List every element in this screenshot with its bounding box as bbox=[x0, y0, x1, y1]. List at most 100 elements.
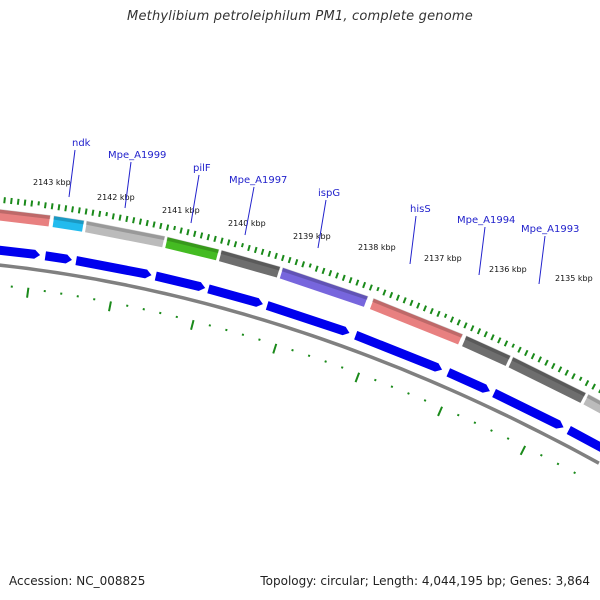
segment-ispg-shade bbox=[281, 267, 369, 300]
outer-tick bbox=[564, 369, 569, 376]
inner-tick bbox=[225, 328, 228, 332]
inner-tick bbox=[258, 338, 261, 341]
outer-tick bbox=[362, 281, 367, 289]
outer-tick bbox=[584, 380, 590, 387]
cds-arrow bbox=[445, 366, 492, 394]
kbp-tick-label: 2139 kbp bbox=[293, 232, 331, 241]
map-title: Methylibium petroleiphilum PM1, complete… bbox=[127, 9, 473, 24]
outer-tick bbox=[436, 310, 441, 318]
inner-tick-ring bbox=[10, 285, 576, 475]
outer-tick bbox=[544, 359, 549, 366]
outer-tick bbox=[145, 219, 149, 227]
outer-tick bbox=[71, 206, 74, 213]
outer-tick bbox=[395, 294, 400, 301]
segment-hiss bbox=[368, 297, 464, 346]
inner-tick bbox=[456, 413, 460, 417]
outer-tick bbox=[449, 316, 455, 323]
segment-1-shade bbox=[0, 209, 51, 220]
outer-tick bbox=[152, 221, 156, 228]
outer-tick bbox=[571, 373, 576, 380]
inner-tick bbox=[26, 287, 30, 298]
feature-segment-track bbox=[0, 208, 600, 415]
gene-leader-line bbox=[317, 199, 327, 249]
outer-tick bbox=[173, 225, 177, 231]
inner-tick bbox=[272, 343, 278, 354]
gene-leader-line bbox=[409, 215, 417, 265]
outer-tick bbox=[118, 214, 122, 221]
cds-arrow-track bbox=[0, 244, 600, 454]
outer-tick bbox=[551, 362, 556, 370]
outer-tick bbox=[30, 200, 34, 207]
outer-tick bbox=[490, 334, 495, 341]
outer-tick bbox=[530, 353, 536, 360]
segment-mpe-a1999-shade bbox=[85, 220, 166, 241]
outer-tick bbox=[193, 230, 197, 237]
segment-ndk-shade bbox=[53, 215, 85, 225]
cds-arrow bbox=[153, 270, 207, 293]
gene-label: Mpe_A1999 bbox=[108, 150, 166, 161]
inner-tick bbox=[340, 366, 344, 369]
outer-tick bbox=[43, 202, 47, 209]
segment-mpe-a1994-shade bbox=[464, 335, 511, 360]
segment-mpe-a1999 bbox=[83, 220, 166, 249]
outer-tick-ring bbox=[3, 197, 600, 394]
inner-tick bbox=[324, 360, 327, 363]
cds-arrow bbox=[206, 283, 265, 308]
outer-tick bbox=[456, 319, 461, 326]
outer-tick bbox=[422, 305, 428, 312]
segment-last bbox=[582, 393, 600, 415]
backbone-line bbox=[0, 263, 600, 465]
outer-tick bbox=[37, 201, 40, 206]
inner-tick bbox=[437, 406, 443, 417]
outer-tick bbox=[132, 217, 136, 224]
outer-tick bbox=[240, 242, 244, 248]
outer-tick bbox=[341, 274, 346, 281]
outer-tick bbox=[138, 218, 143, 225]
outer-tick bbox=[557, 366, 563, 373]
outer-tick bbox=[517, 346, 522, 353]
kbp-tick-label: 2137 kbp bbox=[424, 254, 462, 263]
inner-tick bbox=[519, 445, 527, 456]
outer-tick bbox=[294, 258, 299, 266]
inner-tick bbox=[423, 399, 427, 402]
inner-tick bbox=[390, 385, 394, 388]
outer-tick bbox=[3, 197, 6, 204]
outer-tick bbox=[213, 235, 217, 243]
kbp-tick-label: 2142 kbp bbox=[97, 193, 135, 202]
genome-backbone bbox=[0, 263, 600, 465]
segment-last-shade bbox=[586, 393, 600, 405]
outer-tick bbox=[591, 383, 596, 390]
outer-tick bbox=[287, 256, 292, 264]
inner-tick bbox=[506, 437, 510, 440]
outer-tick bbox=[402, 297, 407, 304]
gene-leader-line bbox=[124, 161, 132, 209]
kbp-tick-label: 2138 kbp bbox=[358, 243, 396, 252]
inner-tick bbox=[539, 453, 543, 457]
outer-tick bbox=[382, 289, 387, 296]
outer-tick bbox=[416, 302, 421, 309]
inner-tick bbox=[490, 429, 493, 432]
outer-tick bbox=[348, 277, 353, 284]
inner-tick bbox=[241, 333, 245, 336]
cds-arrow bbox=[43, 250, 74, 265]
outer-tick bbox=[578, 376, 583, 382]
outer-tick bbox=[301, 261, 306, 268]
outer-tick bbox=[335, 272, 339, 279]
outer-tick bbox=[199, 232, 204, 239]
inner-tick bbox=[190, 319, 195, 331]
gene-label: hisS bbox=[410, 204, 431, 215]
outer-tick bbox=[57, 204, 61, 211]
gene-leader-line bbox=[478, 226, 486, 276]
outer-tick bbox=[598, 388, 600, 394]
outer-tick bbox=[321, 267, 326, 275]
inner-tick bbox=[291, 348, 294, 352]
gene-label: Mpe_A1993 bbox=[521, 224, 579, 235]
gene-leader-line bbox=[190, 174, 200, 224]
gene-leader-line bbox=[68, 149, 76, 198]
outer-tick bbox=[186, 229, 190, 236]
outer-tick bbox=[165, 224, 170, 231]
segment-1 bbox=[0, 208, 52, 228]
cds-arrow bbox=[490, 387, 566, 430]
outer-tick bbox=[497, 337, 502, 344]
